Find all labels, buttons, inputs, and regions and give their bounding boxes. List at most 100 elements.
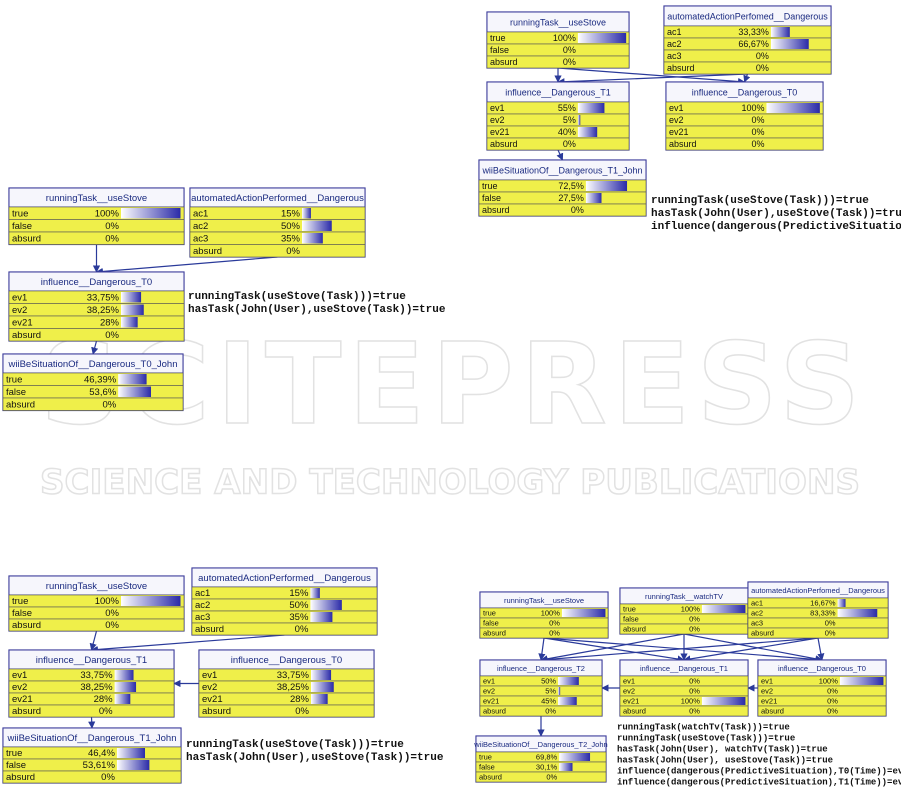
probability-label: 100% [95, 596, 120, 607]
state-label: ac2 [195, 600, 210, 611]
probability-label: 50% [281, 221, 301, 232]
probability-bar [302, 220, 332, 231]
state-label: ev1 [761, 676, 773, 685]
probability-bar [311, 670, 332, 680]
node-title: influence__Dangerous_T1 [36, 655, 147, 666]
probability-bar [310, 612, 333, 622]
edge [90, 634, 285, 654]
evidence-text: runningTask(useStove(Task)))=true [186, 739, 404, 751]
probability-label: 33,75% [80, 670, 113, 681]
probability-bar [121, 292, 142, 303]
row [2, 397, 184, 411]
probability-bar [766, 103, 820, 113]
probability-bar [116, 760, 150, 770]
node-title: wiiBeSituationOf__Dangerous_T2_John [473, 740, 607, 749]
probability-bar [837, 599, 846, 607]
row [619, 613, 749, 625]
state-label: ev1 [202, 670, 217, 681]
node-title: influence__Dangerous_T0 [231, 655, 342, 666]
probability-label: 46,39% [84, 374, 117, 385]
row [663, 49, 832, 63]
edge [683, 633, 823, 663]
node-title: automatedActionPerfomed__Dangerous [667, 11, 828, 21]
state-label: ev2 [490, 115, 505, 125]
row [191, 622, 378, 636]
node-title: wiiBeSituationOf__Dangerous_T0_John [8, 359, 178, 370]
probability-label: 83,33% [810, 608, 836, 617]
row [747, 617, 889, 629]
probability-label: 0% [105, 233, 119, 244]
edge [556, 149, 564, 161]
state-label: ev2 [202, 682, 217, 693]
probability-bar [116, 748, 146, 758]
probability-bar [114, 682, 137, 692]
row [486, 55, 630, 69]
probability-label: 33,75% [277, 670, 310, 681]
state-label: true [12, 208, 28, 219]
probability-label: 0% [825, 618, 836, 627]
evidence-text: hasTask(John(User), useStove(Task))=true [617, 755, 833, 765]
probability-label: 0% [827, 696, 838, 705]
probability-label: 0% [689, 624, 700, 633]
probability-label: 0% [751, 139, 764, 149]
state-label: ac1 [751, 598, 763, 607]
probability-label: 0% [689, 706, 700, 715]
state-label: absurd [483, 628, 506, 637]
probability-label: 100% [741, 103, 764, 113]
probability-label: 0% [545, 706, 556, 715]
node-title: runningTask__useStove [46, 193, 147, 204]
probability-label: 0% [101, 772, 115, 783]
state-label: ac3 [193, 233, 208, 244]
edge [557, 67, 746, 86]
state-label: ev21 [202, 694, 223, 705]
evidence-text: runningTask(useStove(Task)))=true [651, 195, 869, 207]
probability-bar [577, 103, 605, 113]
probability-bar [559, 763, 573, 771]
state-label: false [623, 614, 639, 623]
state-label: absurd [202, 706, 231, 717]
edge [743, 73, 751, 83]
probability-bar [577, 115, 581, 125]
probability-bar [839, 677, 884, 685]
probability-label: 0% [825, 628, 836, 637]
row [189, 206, 366, 220]
row [486, 137, 630, 151]
probability-label: 100% [681, 604, 701, 613]
row [8, 618, 185, 632]
row [663, 61, 832, 75]
edge [540, 637, 819, 664]
row [665, 113, 824, 127]
probability-label: 72,5% [558, 181, 584, 191]
row [478, 203, 647, 217]
state-label: ac2 [751, 608, 763, 617]
probability-bar [311, 682, 334, 692]
edge [538, 637, 546, 661]
state-label: ev21 [623, 696, 639, 705]
state-label: ev1 [623, 676, 635, 685]
node: influence__Dangerous_T0 ev1 100% ev2 0% ev21 0… [757, 659, 887, 717]
probability-label: 0% [756, 51, 769, 61]
node-title: influence__Dangerous_T0 [41, 277, 152, 288]
row [8, 704, 175, 718]
probability-bar [559, 753, 591, 761]
evidence-text: runningTask(useStove(Task)))=true [617, 733, 795, 743]
probability-bar [118, 374, 147, 385]
state-label: true [12, 596, 28, 607]
row [619, 705, 749, 717]
probability-bar [770, 27, 790, 37]
probability-label: 0% [99, 706, 113, 717]
probability-label: 15% [281, 208, 301, 219]
state-label: false [6, 760, 26, 771]
probability-label: 5% [545, 686, 556, 695]
probability-label: 0% [756, 63, 769, 73]
state-label: ac2 [193, 221, 208, 232]
state-label: absurd [12, 330, 41, 341]
node-title: runningTask__useStove [504, 596, 584, 605]
row [479, 627, 609, 639]
probability-label: 53,6% [89, 387, 116, 398]
